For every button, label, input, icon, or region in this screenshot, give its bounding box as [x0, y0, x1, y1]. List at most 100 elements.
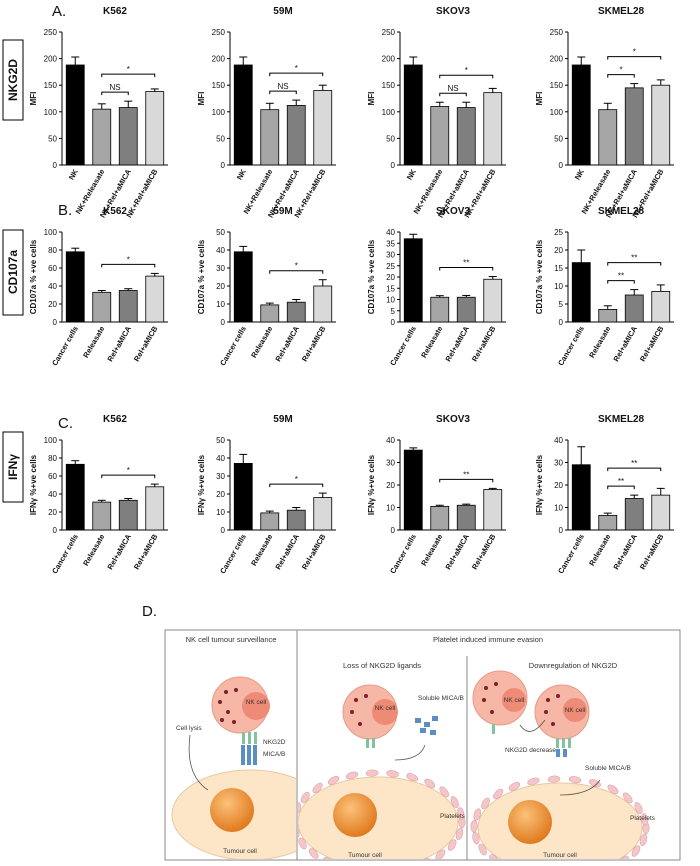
y-tick-label: 0 — [559, 318, 564, 327]
y-tick-label: 10 — [386, 504, 395, 513]
error-bar — [435, 101, 444, 107]
platelet — [340, 862, 354, 866]
error-bar — [318, 492, 327, 498]
error-bar — [265, 102, 274, 110]
y-tick-label: 100 — [44, 108, 58, 117]
y-tick-label: 20 — [554, 246, 563, 255]
panel-marker: IFNγ — [6, 454, 20, 480]
y-tick-label: 40 — [386, 436, 395, 445]
x-tick-label: Rel+aMICB — [470, 532, 498, 571]
significance-label: * — [127, 466, 130, 475]
bar — [598, 514, 618, 531]
y-tick-label: 200 — [382, 55, 396, 64]
platelet — [327, 776, 340, 785]
y-tick-label: 20 — [216, 490, 225, 499]
y-tick-label: 30 — [216, 472, 225, 481]
chart-title: SKOV3 — [436, 414, 470, 425]
error-bar — [265, 510, 274, 513]
y-tick-label: 150 — [550, 81, 564, 90]
bar — [571, 262, 591, 323]
granules — [544, 694, 560, 726]
error-bar — [124, 498, 133, 501]
bar — [92, 291, 112, 323]
platelet — [481, 797, 490, 810]
diagram-label: Platelets — [630, 815, 656, 822]
chart-title: SKMEL28 — [598, 206, 645, 217]
error-bar — [409, 447, 418, 451]
y-tick-label: 30 — [216, 264, 225, 273]
significance-bracket — [101, 73, 156, 78]
platelet — [298, 826, 300, 839]
diagram-label: Tumour cell — [223, 848, 257, 855]
x-tick-label: Releasate — [81, 533, 106, 568]
significance-bracket — [607, 262, 662, 266]
bar — [233, 462, 253, 531]
error-bar — [97, 103, 106, 110]
error-bar — [488, 87, 497, 93]
x-tick-label: Rel+aMICA — [443, 324, 471, 363]
platelet — [527, 777, 540, 786]
error-bar — [435, 504, 444, 507]
y-tick-label: 20 — [386, 481, 395, 490]
section-art — [171, 769, 296, 859]
bar — [118, 499, 138, 531]
significance-bracket — [269, 90, 297, 95]
error-bar — [656, 487, 665, 496]
x-tick-label: Cancer cells — [388, 533, 418, 576]
bar — [430, 106, 450, 166]
x-tick-label: Rel+aMICA — [611, 532, 639, 571]
x-tick-label: Cancer cells — [50, 325, 80, 368]
bar — [286, 509, 306, 531]
platelet — [455, 827, 464, 840]
x-tick-label: Releasate — [419, 533, 444, 568]
significance-bracket — [439, 267, 494, 271]
error-bar — [409, 56, 418, 65]
platelet — [300, 791, 310, 804]
bar — [313, 497, 333, 531]
error-bar — [462, 101, 471, 108]
chart-title: SKMEL28 — [598, 414, 645, 425]
panel-marker: NKG2D — [6, 59, 20, 101]
y-tick-label: 100 — [382, 108, 396, 117]
platelet — [298, 837, 307, 850]
x-tick-label: NK — [235, 167, 249, 181]
bar — [483, 489, 503, 531]
diagram-label: NK cell — [246, 699, 267, 706]
bar — [651, 290, 671, 323]
y-tick-label: 100 — [44, 436, 58, 445]
y-tick-label: 250 — [550, 28, 564, 37]
significance-bracket — [607, 74, 635, 78]
bar — [313, 90, 333, 166]
significance-bracket — [101, 474, 156, 479]
error-bar — [577, 249, 586, 263]
chart: SKMEL28MFI050100150200250NKNK+ReleasateN… — [535, 6, 674, 219]
y-tick-label: 200 — [550, 55, 564, 64]
diagram-label: Tumour cell — [348, 852, 382, 859]
y-tick-label: 40 — [48, 490, 57, 499]
bar — [260, 109, 280, 166]
nk-nucleus — [242, 692, 270, 720]
x-tick-label: Cancer cells — [50, 533, 80, 576]
error-bar — [239, 245, 248, 252]
platelet — [435, 849, 446, 859]
error-bar — [488, 276, 497, 280]
error-bar — [97, 290, 106, 293]
bar — [598, 308, 618, 323]
platelet — [346, 771, 359, 780]
y-tick-label: 50 — [386, 134, 395, 143]
y-tick-label: 60 — [48, 264, 57, 273]
platelet — [298, 802, 301, 815]
bar — [65, 251, 85, 323]
significance-bracket — [269, 270, 324, 274]
significance-label: ** — [463, 470, 469, 479]
x-tick-label: Rel+aMICA — [443, 532, 471, 571]
y-tick-label: 150 — [382, 81, 396, 90]
y-axis-label: CD107a % +ve cells — [29, 239, 38, 314]
panel-marker: CD107a — [6, 250, 20, 294]
error-bar — [150, 483, 159, 487]
diagram-label: NK cell — [504, 697, 525, 704]
y-tick-label: 40 — [386, 228, 395, 237]
diagram-label: Soluble MICA/B — [418, 695, 464, 702]
significance-label: ** — [463, 259, 469, 268]
chart-title: 59M — [273, 6, 292, 17]
